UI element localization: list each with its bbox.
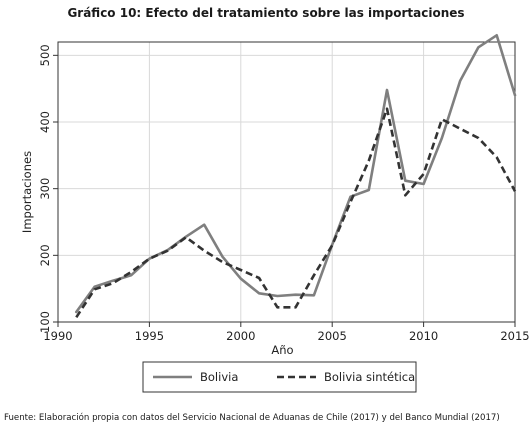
y-tick-label: 100: [38, 311, 52, 333]
x-tick-label: 1995: [135, 329, 164, 343]
x-tick-label: 2000: [226, 329, 255, 343]
y-tick-label: 400: [38, 111, 52, 133]
plot-border: [57, 41, 516, 323]
chart-title: Gráfico 10: Efecto del tratamiento sobre…: [67, 6, 465, 20]
source-note: Fuente: Elaboración propia con datos del…: [4, 413, 500, 423]
x-tick-label: 2015: [500, 329, 529, 343]
plot-background: [58, 42, 515, 322]
y-tick-label: 200: [38, 244, 52, 266]
legend-label-bolivia: Bolivia: [200, 370, 238, 384]
y-tick-label: 300: [38, 178, 52, 200]
series-line-bolivia-sintetica: [75, 107, 517, 319]
y-tick-label: 500: [38, 44, 52, 66]
x-axis-title: Año: [271, 343, 293, 357]
x-tick-label: 1990: [43, 329, 72, 343]
y-axis-title: Importaciones: [20, 151, 34, 233]
series-line-bolivia: [75, 33, 517, 314]
x-tick-label: 2005: [318, 329, 347, 343]
x-tick-label: 2010: [409, 329, 438, 343]
legend-label-bolivia-sintetica: Bolivia sintética: [324, 370, 415, 384]
